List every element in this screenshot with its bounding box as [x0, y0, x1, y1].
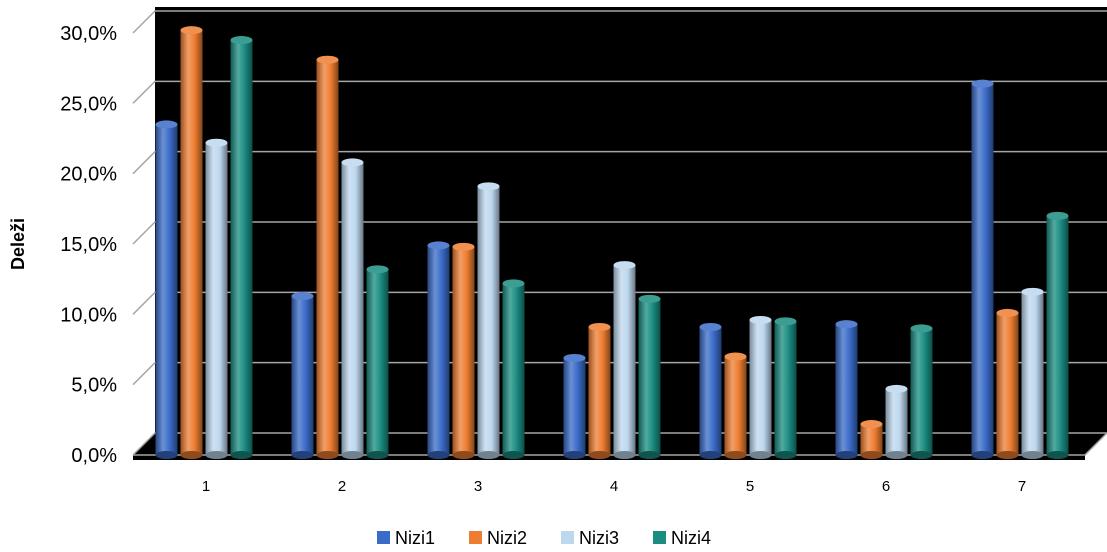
x-tick-label: 6	[882, 478, 890, 495]
bar	[452, 242, 475, 459]
bar	[724, 352, 747, 459]
y-tick-label: 5,0%	[71, 375, 117, 397]
y-axis-ticks: 0,0% 5,0% 10,0% 15,0% 20,0% 25,0% 30,0%	[60, 23, 117, 467]
y-axis-label: Deleži	[8, 218, 28, 270]
bar	[835, 320, 858, 459]
bar	[749, 315, 772, 459]
x-tick-label: 7	[1018, 478, 1026, 495]
x-tick-label: 1	[202, 478, 210, 495]
x-tick-label: 4	[610, 478, 618, 495]
legend-swatch	[377, 531, 390, 544]
bar	[205, 138, 228, 459]
bar	[613, 261, 636, 459]
gridline	[132, 291, 1107, 315]
legend-label: Nizi3	[579, 528, 619, 548]
bar	[996, 308, 1019, 459]
legend-item: Nizi1	[377, 528, 435, 548]
legend-swatch	[561, 531, 574, 544]
bar	[971, 79, 994, 459]
bar	[502, 279, 525, 459]
bar	[588, 322, 611, 459]
legend-label: Nizi4	[671, 528, 711, 548]
bars	[155, 26, 1069, 459]
bar	[291, 292, 314, 459]
x-axis-ticks: 1 2 3 4 5 6 7	[202, 478, 1026, 495]
bar	[230, 36, 253, 459]
bar	[860, 420, 883, 459]
bar	[1046, 211, 1069, 459]
x-tick-label: 3	[474, 478, 482, 495]
x-tick-label: 5	[746, 478, 754, 495]
bar	[427, 241, 450, 459]
y-tick-label: 30,0%	[60, 23, 117, 45]
gridline	[132, 80, 1107, 104]
bar	[341, 158, 364, 459]
gridline	[132, 150, 1107, 175]
gridline	[132, 10, 1107, 34]
gridlines	[132, 10, 1107, 456]
legend-item: Nizi2	[469, 528, 527, 548]
y-tick-label: 25,0%	[60, 93, 117, 115]
bar	[885, 384, 908, 459]
bar	[180, 26, 203, 459]
legend-swatch	[469, 531, 482, 544]
y-tick-label: 20,0%	[60, 164, 117, 186]
gridline	[132, 221, 1107, 245]
bar	[477, 182, 500, 459]
bar	[774, 317, 797, 459]
legend-swatch	[653, 531, 666, 544]
bar	[699, 322, 722, 459]
legend: Nizi1 Nizi2 Nizi3 Nizi4	[377, 528, 711, 548]
bar	[1021, 287, 1044, 459]
legend-label: Nizi2	[487, 528, 527, 548]
y-tick-label: 10,0%	[60, 304, 117, 326]
y-tick-label: 0,0%	[71, 445, 117, 467]
bar	[563, 353, 586, 459]
legend-item: Nizi3	[561, 528, 619, 548]
bar	[366, 265, 389, 459]
bar	[155, 120, 178, 459]
x-tick-label: 2	[338, 478, 346, 495]
legend-label: Nizi1	[395, 528, 435, 548]
y-tick-label: 15,0%	[60, 234, 117, 256]
floor-edge	[133, 432, 1107, 456]
legend-item: Nizi4	[653, 528, 711, 548]
bar	[638, 294, 661, 459]
bar	[316, 55, 339, 459]
bar	[910, 324, 933, 459]
